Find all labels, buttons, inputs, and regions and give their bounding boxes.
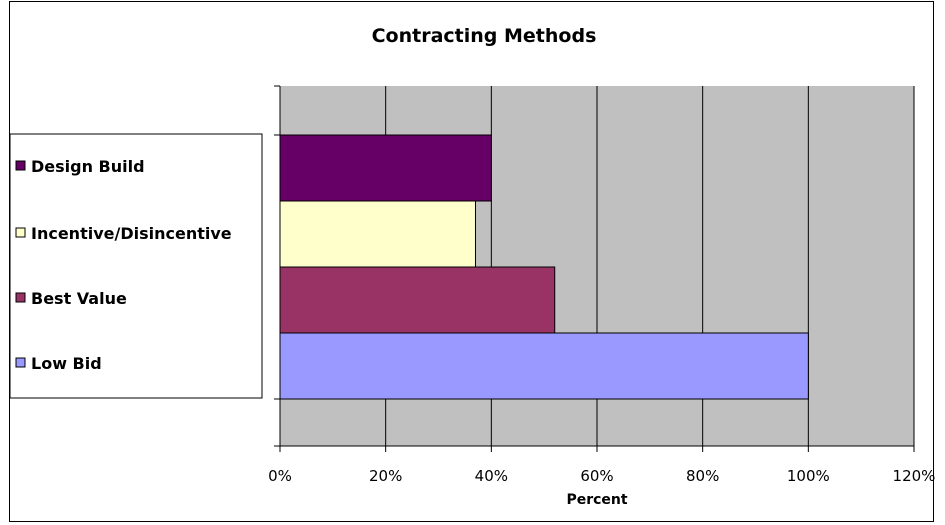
- x-tick-label: 20%: [369, 467, 402, 485]
- legend: Design Build Incentive/Disincentive Best V…: [10, 133, 263, 399]
- bar-best-value: [279, 266, 556, 334]
- legend-label: Design Build: [31, 157, 145, 176]
- x-tick-label: 100%: [787, 467, 830, 485]
- x-tick-labels: 0% 20% 40% 60% 80% 100% 120%: [268, 467, 935, 485]
- legend-label: Incentive/Disincentive: [31, 224, 232, 243]
- bars: [279, 134, 809, 400]
- bar-incentive-disincentive: [279, 200, 476, 268]
- x-tick-label: 0%: [268, 467, 292, 485]
- x-tick-label: 80%: [686, 467, 719, 485]
- chart-title: Contracting Methods: [372, 25, 597, 47]
- bar-low-bid: [279, 332, 809, 400]
- legend-swatch: [15, 292, 26, 303]
- chart-frame: Contracting Methods 0% 20% 40% 60% 80% 100% 12…: [9, 1, 935, 522]
- bar-design-build: [279, 134, 492, 202]
- legend-swatch: [15, 227, 26, 238]
- legend-swatch: [15, 357, 26, 368]
- legend-swatch: [15, 160, 26, 171]
- legend-label: Best Value: [31, 289, 127, 308]
- axes: [274, 85, 915, 452]
- legend-box: [10, 133, 263, 399]
- x-tick-label: 60%: [580, 467, 613, 485]
- chart: Contracting Methods 0% 20% 40% 60% 80% 100% 12…: [10, 25, 935, 508]
- x-tick-label: 40%: [475, 467, 508, 485]
- x-axis-label: Percent: [566, 492, 627, 508]
- legend-label: Low Bid: [31, 354, 102, 373]
- x-tick-label: 120%: [893, 467, 935, 485]
